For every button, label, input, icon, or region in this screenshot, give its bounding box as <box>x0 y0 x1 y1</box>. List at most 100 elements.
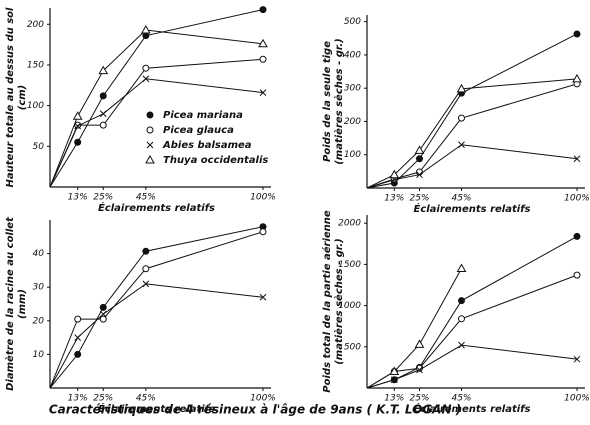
series-line <box>366 144 578 189</box>
legend-marker <box>146 141 154 149</box>
y-tick-label: 50 <box>33 142 45 152</box>
x-tick-label: 45% <box>451 194 471 204</box>
y-tick-label: 100 <box>344 150 361 160</box>
marker <box>259 293 267 301</box>
series-line <box>366 235 578 389</box>
series-line <box>49 226 264 389</box>
x-tick-label: 25% <box>409 194 429 204</box>
marker <box>98 65 109 75</box>
marker <box>573 30 581 38</box>
marker <box>99 110 107 118</box>
y-axis-label: Poids total de la partie aérienne <box>321 210 333 393</box>
marker <box>456 83 467 93</box>
x-tick-label: 13% <box>384 394 404 404</box>
marker <box>458 341 465 349</box>
y-axis-label: (matières sèches - gr.) <box>333 38 345 165</box>
marker <box>74 334 82 341</box>
marker <box>573 355 581 363</box>
y-tick-label: 400 <box>344 50 361 60</box>
marker <box>416 366 423 374</box>
y-tick-label: 200 <box>27 20 44 30</box>
marker <box>573 232 581 240</box>
series-line <box>49 58 264 188</box>
series-line <box>49 283 264 389</box>
series-line <box>366 274 578 389</box>
series-line <box>366 33 578 189</box>
legend-label: Picea mariana <box>163 110 243 121</box>
y-tick-label: 2000 <box>338 219 361 229</box>
y-axis-label: Poids de la seule tige <box>322 41 333 162</box>
marker <box>458 141 465 149</box>
marker <box>72 111 83 120</box>
y-tick-label: 10 <box>33 350 45 360</box>
marker <box>142 32 150 40</box>
x-tick-label: 100% <box>564 394 590 404</box>
series-line <box>366 78 578 189</box>
series-line <box>366 83 578 189</box>
y-tick-label: 30 <box>33 283 45 293</box>
y-axis-label: (cm) <box>17 85 28 111</box>
marker <box>142 265 150 273</box>
series-line <box>366 268 462 389</box>
marker <box>142 280 150 288</box>
marker <box>99 92 107 100</box>
marker <box>99 303 107 311</box>
marker <box>389 366 400 376</box>
x-tick-label: 25% <box>93 394 113 404</box>
x-tick-label: 45% <box>451 394 471 404</box>
marker <box>74 350 82 358</box>
marker <box>458 297 465 305</box>
x-tick-label: 13% <box>68 394 88 404</box>
marker <box>414 339 425 348</box>
y-tick-label: 200 <box>344 117 361 127</box>
marker <box>259 55 267 63</box>
marker <box>416 155 423 163</box>
marker <box>142 64 150 72</box>
y-tick-label: 20 <box>33 316 45 326</box>
x-tick-label: 100% <box>250 193 276 203</box>
y-tick-label: 500 <box>344 342 361 352</box>
x-axis-label: Éclairements relatifs <box>413 402 530 415</box>
marker <box>458 114 465 122</box>
marker <box>389 169 400 179</box>
marker <box>74 138 82 146</box>
y-axis-label: Hauteur totale au dessus du sol <box>5 7 16 188</box>
series-line <box>49 231 264 389</box>
x-tick-label: 25% <box>409 394 429 404</box>
x-tick-label: 45% <box>136 394 156 404</box>
y-tick-label: 500 <box>344 17 361 27</box>
marker <box>140 24 151 34</box>
marker <box>259 228 267 236</box>
x-axis-label: Éclairements relatifs <box>98 201 215 214</box>
y-tick-label: 1000 <box>338 301 361 311</box>
y-tick-label: 1500 <box>338 260 361 270</box>
y-tick-label: 150 <box>27 60 44 70</box>
x-tick-label: 100% <box>250 394 276 404</box>
y-tick-label: 100 <box>27 101 44 111</box>
x-tick-label: 13% <box>68 193 88 203</box>
marker <box>259 6 267 14</box>
legend-marker <box>146 126 154 134</box>
marker <box>259 89 267 96</box>
x-axis-label: Éclairements relatifs <box>413 202 530 215</box>
legend-label: Picea glauca <box>163 125 234 136</box>
y-axis-label: (mm) <box>17 289 28 319</box>
marker <box>573 271 581 279</box>
caption: Caractéristiques de 4 résineux à l'âge d… <box>49 403 461 417</box>
marker <box>74 122 82 130</box>
x-tick-label: 13% <box>384 194 404 204</box>
y-tick-label: 300 <box>344 84 361 94</box>
marker <box>572 73 582 83</box>
marker <box>458 315 465 323</box>
marker <box>99 310 107 318</box>
marker <box>258 38 268 48</box>
marker <box>142 75 150 83</box>
x-tick-label: 25% <box>93 193 113 203</box>
legend-marker <box>145 154 155 164</box>
marker <box>74 315 82 323</box>
marker <box>390 376 398 384</box>
y-axis-label: Diamètre de la racine au collet <box>4 216 16 391</box>
marker <box>99 315 107 323</box>
marker <box>142 247 150 255</box>
